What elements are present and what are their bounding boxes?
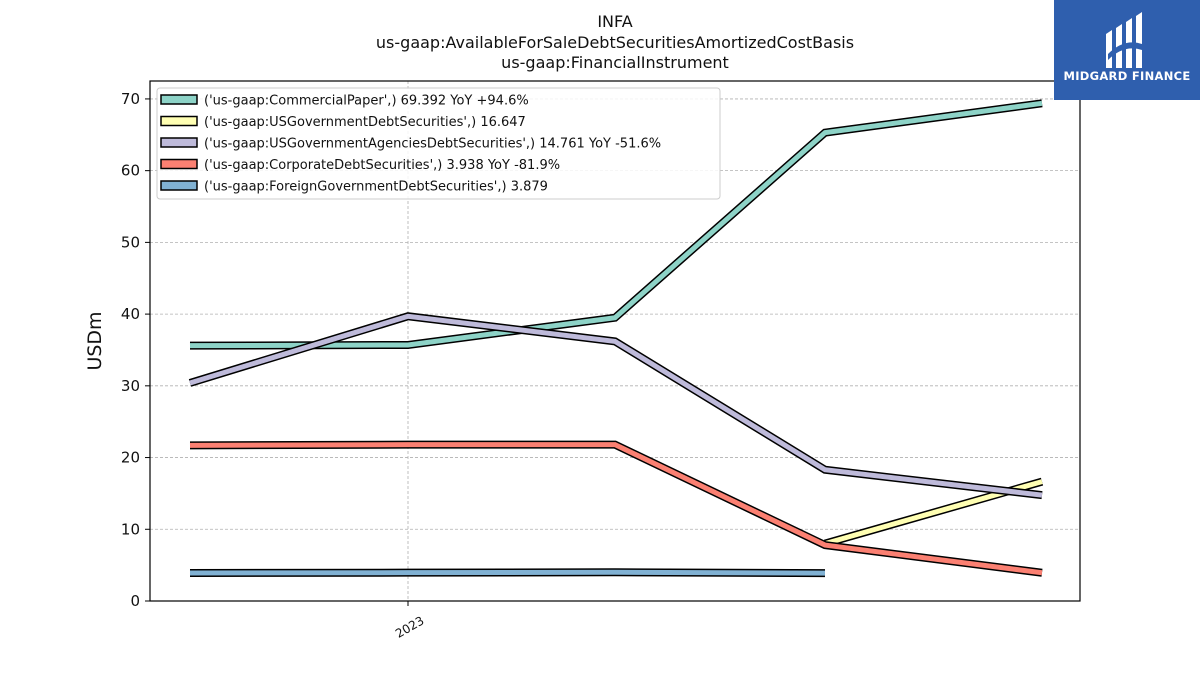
logo-mark-icon [1106,12,1142,68]
legend-swatch [160,115,198,127]
chart-title-line-2: us-gaap:AvailableForSaleDebtSecuritiesAm… [376,33,854,52]
y-tick-label: 0 [130,592,140,610]
y-tick-label: 20 [121,449,140,467]
series-line [189,313,1043,498]
series-line-outline [189,440,1043,577]
legend-entry-label: ('us-gaap:USGovernmentAgenciesDebtSecuri… [204,137,661,152]
legend-entry-label: ('us-gaap:CorporateDebtSecurities',) 3.9… [204,158,560,173]
chart-title-line-1: INFA [597,12,632,31]
y-axis: 0 10 20 30 40 50 60 70 [121,90,150,610]
series-line [189,100,1043,349]
y-tick-label: 40 [121,305,140,323]
legend-box [156,87,721,200]
y-tick-label: 70 [121,90,140,108]
legend-entry-label: ('us-gaap:USGovernmentDebtSecurities',) … [204,115,526,130]
plot-frame [149,80,1081,602]
chart-title-line-3: us-gaap:FinancialInstrument [501,53,729,72]
brand-logo: MIDGARD FINANCE [1054,0,1200,100]
series-line [189,569,826,576]
y-tick-label: 10 [121,520,140,538]
chart-title: INFA us-gaap:AvailableForSaleDebtSecurit… [376,12,854,72]
legend-swatch [160,94,198,105]
y-tick-label: 30 [121,377,140,395]
series-layer [188,99,1044,578]
legend-entry-label: ('us-gaap:ForeignGovernmentDebtSecuritie… [204,180,548,195]
legend-entry-label: ('us-gaap:CommercialPaper',) 69.392 YoY … [204,94,529,109]
y-tick-label: 60 [121,162,140,180]
legend-swatch [160,137,198,148]
legend-swatch [160,180,198,191]
legend-swatch [160,158,198,170]
y-tick-label: 50 [121,233,140,251]
legend: ('us-gaap:CommercialPaper',) 69.392 YoY … [156,87,721,200]
y-axis-label: USDm [84,311,106,370]
x-axis: 2023 [393,601,427,641]
logo-text: MIDGARD FINANCE [1063,69,1191,83]
x-tick-label: 2023 [393,613,426,640]
series-line [189,442,1043,576]
